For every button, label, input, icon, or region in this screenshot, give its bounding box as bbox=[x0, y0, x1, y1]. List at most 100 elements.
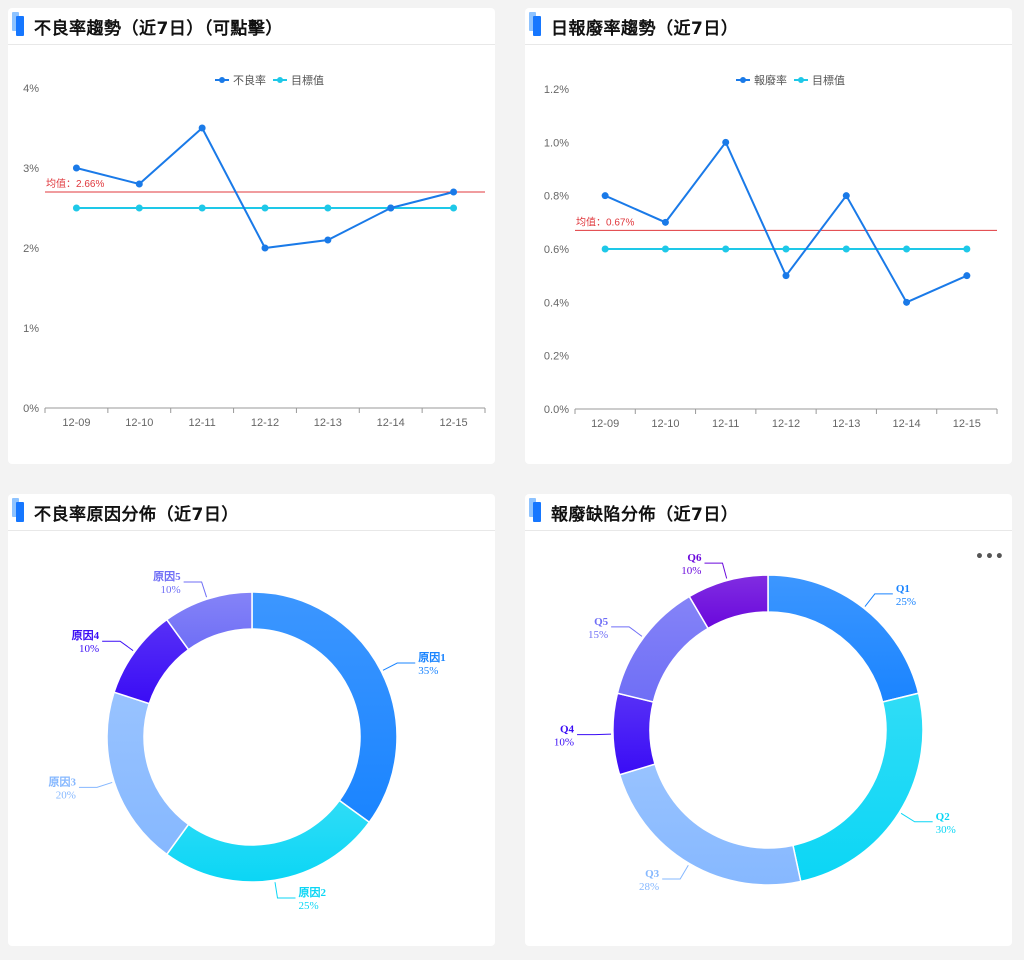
defect-reason-header: 不良率原因分佈（近7日） bbox=[8, 494, 495, 531]
x-tick-label: 12-09 bbox=[62, 417, 90, 429]
y-tick-label: 0.0% bbox=[544, 404, 569, 416]
label-leader-line bbox=[382, 662, 416, 671]
y-tick-label: 3% bbox=[23, 163, 39, 175]
slice-label: Q5 bbox=[594, 616, 609, 628]
donut-slice[interactable] bbox=[165, 799, 371, 883]
x-tick-label: 12-14 bbox=[893, 418, 921, 430]
defect-trend-chart[interactable]: 0% 1% 2% 3% 4% 12-09 12-10 12-11 12-12 12-13 12-14… bbox=[8, 45, 495, 464]
x-tick-label: 12-11 bbox=[188, 417, 215, 429]
chart-title-icon bbox=[529, 498, 543, 522]
x-tick-label: 12-10 bbox=[651, 418, 679, 430]
label-leader-line bbox=[864, 593, 893, 607]
legend-label: 目標值 bbox=[812, 73, 845, 87]
slice-label: Q2 bbox=[936, 811, 951, 823]
slice-label: 原因4 bbox=[72, 629, 100, 642]
target-series-point bbox=[135, 204, 143, 212]
chart-title-icon bbox=[12, 498, 26, 522]
label-leader-line bbox=[662, 865, 689, 880]
target-series-point bbox=[722, 245, 730, 253]
main-series-point bbox=[601, 192, 609, 200]
target-series-point bbox=[782, 245, 790, 253]
donut-slice[interactable] bbox=[612, 692, 656, 776]
mean-label: 均值：2.66% bbox=[46, 177, 104, 190]
main-series-point bbox=[450, 188, 458, 196]
legend-label: 目標值 bbox=[291, 73, 324, 87]
x-tick-label: 12-12 bbox=[772, 418, 800, 430]
donut-slice[interactable] bbox=[792, 692, 924, 883]
label-leader-line bbox=[704, 562, 728, 579]
label-leader-line bbox=[78, 781, 113, 788]
x-tick-label: 12-15 bbox=[953, 418, 981, 430]
y-tick-label: 0.2% bbox=[544, 351, 569, 363]
slice-label: Q3 bbox=[645, 868, 660, 880]
slice-value-label: 28% bbox=[639, 881, 659, 893]
main-series-point bbox=[261, 244, 269, 252]
donut-slice[interactable] bbox=[618, 763, 802, 886]
slice-label: Q4 bbox=[560, 724, 575, 736]
slice-value-label: 10% bbox=[79, 643, 99, 655]
slice-value-label: 20% bbox=[56, 789, 76, 801]
scrap-trend-panel: 日報廢率趨勢（近7日） 0.0% 0.2% 0.4% 0.6% 0.8% 1.0% 1.2%… bbox=[525, 8, 1012, 464]
target-series-point bbox=[450, 204, 458, 212]
x-tick-label: 12-09 bbox=[591, 418, 619, 430]
target-series-point bbox=[198, 204, 206, 212]
main-series-point bbox=[722, 138, 730, 146]
donut-slice[interactable] bbox=[106, 691, 190, 856]
target-series-point bbox=[903, 245, 911, 253]
x-tick-label: 12-13 bbox=[314, 417, 342, 429]
slice-label: Q1 bbox=[896, 583, 910, 595]
y-tick-label: 0% bbox=[23, 403, 39, 415]
main-series-point bbox=[135, 180, 143, 188]
slice-value-label: 35% bbox=[418, 665, 438, 677]
y-tick-label: 0.8% bbox=[544, 191, 569, 203]
donut-slice[interactable] bbox=[251, 591, 398, 824]
target-series-point bbox=[842, 245, 850, 253]
main-series-point bbox=[661, 218, 669, 226]
main-series-point bbox=[782, 272, 790, 280]
target-series-point bbox=[72, 204, 80, 212]
x-tick-label: 12-11 bbox=[712, 418, 739, 430]
defect-reason-panel: 不良率原因分佈（近7日） 原因1 35% 原因2 25% 原因3 20% 原因4 10% 原因5… bbox=[8, 494, 495, 946]
main-series-point bbox=[387, 204, 395, 212]
main-series-line bbox=[76, 126, 454, 250]
donut-slice[interactable] bbox=[165, 591, 253, 651]
target-series-point bbox=[261, 204, 269, 212]
donut-slice[interactable] bbox=[688, 574, 769, 630]
legend-label: 報廢率 bbox=[754, 73, 787, 87]
defect-reason-title: 不良率原因分佈（近7日） bbox=[34, 505, 239, 525]
y-tick-label: 0.4% bbox=[544, 297, 569, 309]
label-leader-line bbox=[183, 581, 208, 598]
y-tick-label: 1% bbox=[23, 323, 39, 335]
x-tick-label: 12-15 bbox=[440, 417, 468, 429]
y-tick-label: 1.2% bbox=[544, 84, 569, 96]
mean-label: 均值：0.67% bbox=[576, 215, 634, 228]
scrap-defect-header: 報廢缺陷分佈（近7日） bbox=[525, 494, 1012, 531]
main-series-point bbox=[198, 124, 206, 132]
slice-label: 原因5 bbox=[153, 570, 181, 583]
slice-label: Q6 bbox=[687, 552, 702, 564]
label-leader-line bbox=[274, 882, 296, 899]
y-tick-label: 4% bbox=[23, 83, 39, 95]
slice-label: 原因3 bbox=[48, 775, 76, 788]
x-tick-label: 12-13 bbox=[832, 418, 860, 430]
donut-slice[interactable] bbox=[616, 595, 710, 703]
more-options-icon[interactable]: ••• bbox=[975, 549, 1005, 565]
main-series-point bbox=[324, 236, 332, 244]
target-series-point bbox=[324, 204, 332, 212]
slice-value-label: 10% bbox=[554, 737, 574, 749]
scrap-trend-chart[interactable]: 0.0% 0.2% 0.4% 0.6% 0.8% 1.0% 1.2% 12-09 12-10 12… bbox=[525, 45, 1012, 464]
slice-label: 原因2 bbox=[298, 886, 326, 899]
y-tick-label: 1.0% bbox=[544, 137, 569, 149]
legend-marker-icon bbox=[219, 77, 225, 83]
defect-trend-panel: 不良率趨勢（近7日）（可點擊） 0% 1% 2% 3% 4% 12-09 12-10 12-1… bbox=[8, 8, 495, 464]
legend-marker-icon bbox=[740, 77, 746, 83]
defect-trend-title: 不良率趨勢（近7日）（可點擊） bbox=[34, 19, 283, 39]
scrap-defect-panel: 報廢缺陷分佈（近7日） Q1 25% Q2 30% Q3 28% Q4 10% Q5 15% Q6 1… bbox=[525, 494, 1012, 946]
slice-value-label: 30% bbox=[936, 824, 956, 836]
x-tick-label: 12-12 bbox=[251, 417, 279, 429]
legend-marker-icon bbox=[277, 77, 283, 83]
target-series-point bbox=[963, 245, 971, 253]
x-tick-label: 12-10 bbox=[125, 417, 153, 429]
